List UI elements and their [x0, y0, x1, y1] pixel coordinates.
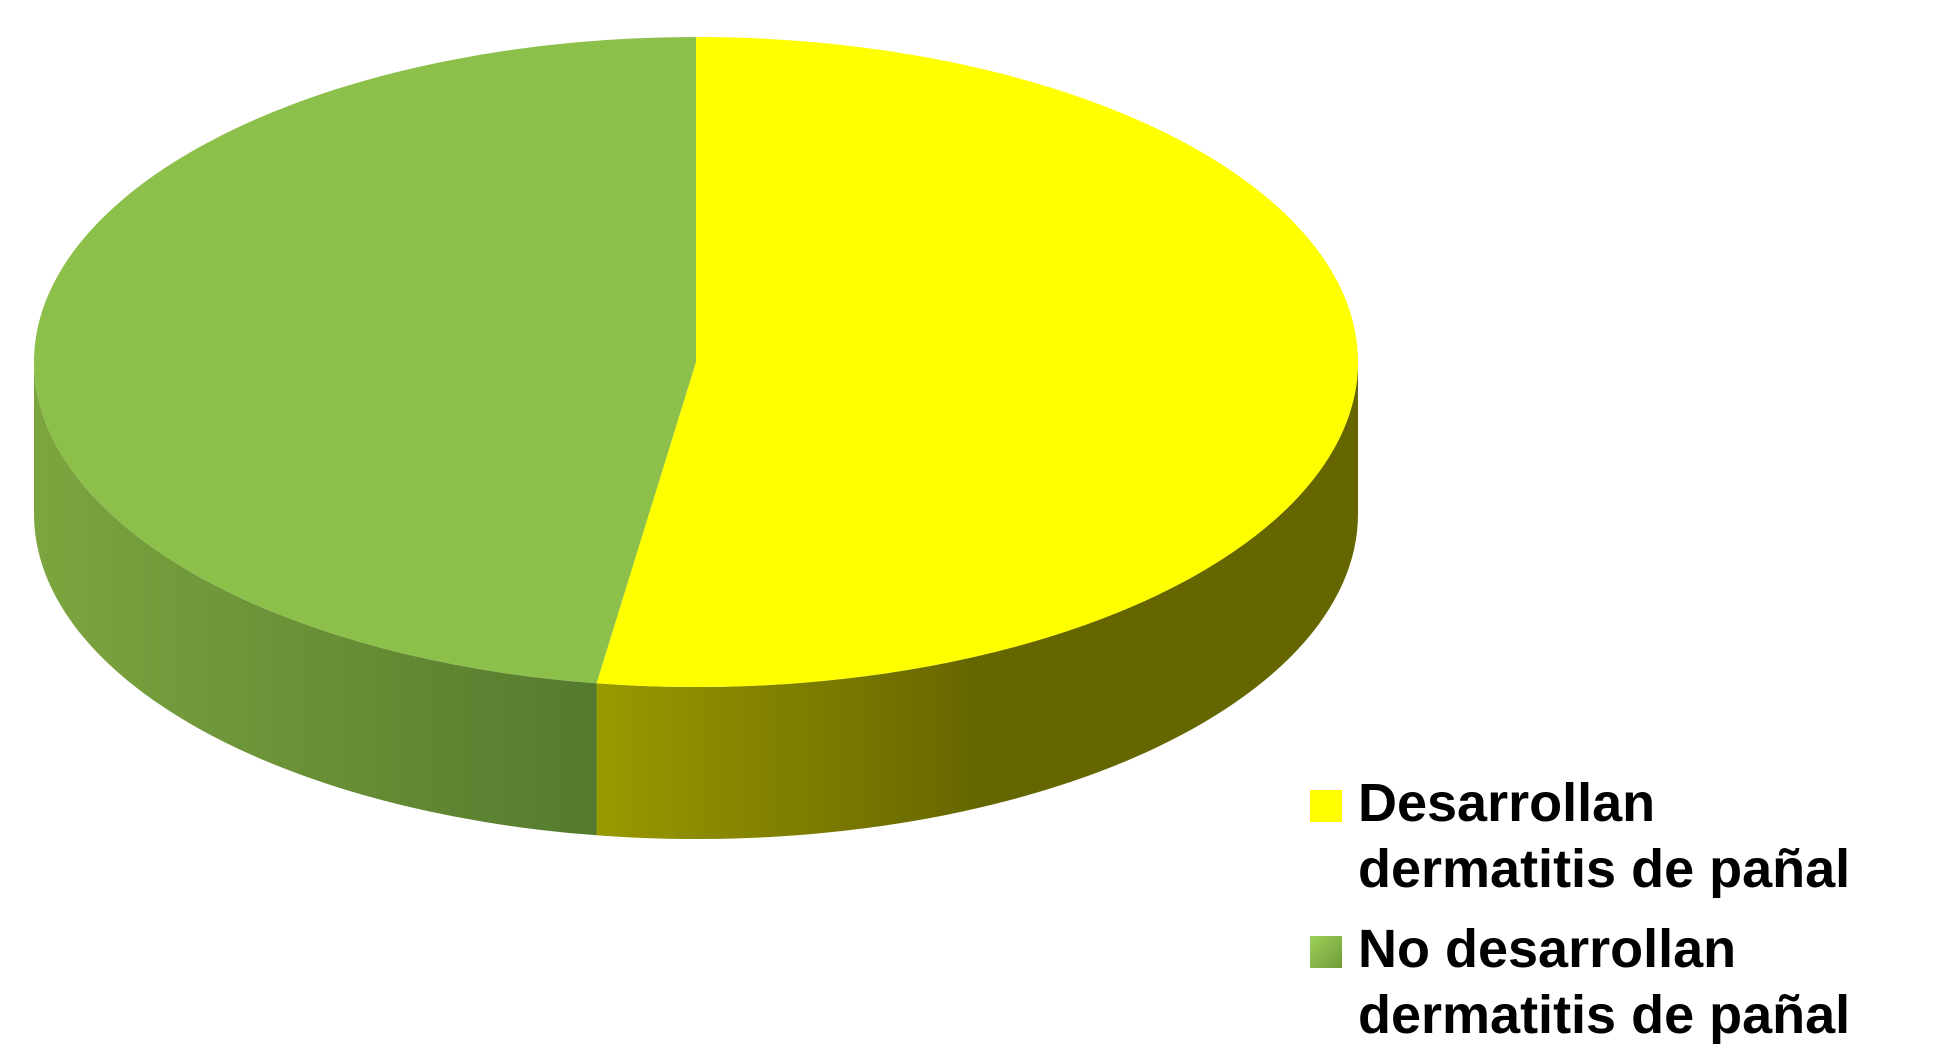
- legend-swatch-no-desarrollan: [1310, 936, 1342, 968]
- pie-slice-1: [33, 37, 697, 684]
- legend: Desarrollan dermatitis de pañal No desar…: [1310, 770, 1940, 1062]
- legend-item-desarrollan: Desarrollan dermatitis de pañal: [1310, 770, 1940, 902]
- legend-label-no-desarrollan: No desarrollan dermatitis de pañal: [1358, 919, 1851, 1045]
- pie-tops: [33, 37, 1358, 687]
- legend-item-no-desarrollan: No desarrollan dermatitis de pañal: [1310, 916, 1940, 1048]
- pie-slice-side-0: [596, 362, 1358, 839]
- pie-slice-side-1: [34, 362, 597, 836]
- legend-label-desarrollan: Desarrollan dermatitis de pañal: [1358, 773, 1851, 899]
- pie-slice-0: [596, 37, 1358, 687]
- pie-sides: [34, 362, 1358, 839]
- legend-swatch-desarrollan: [1310, 790, 1342, 822]
